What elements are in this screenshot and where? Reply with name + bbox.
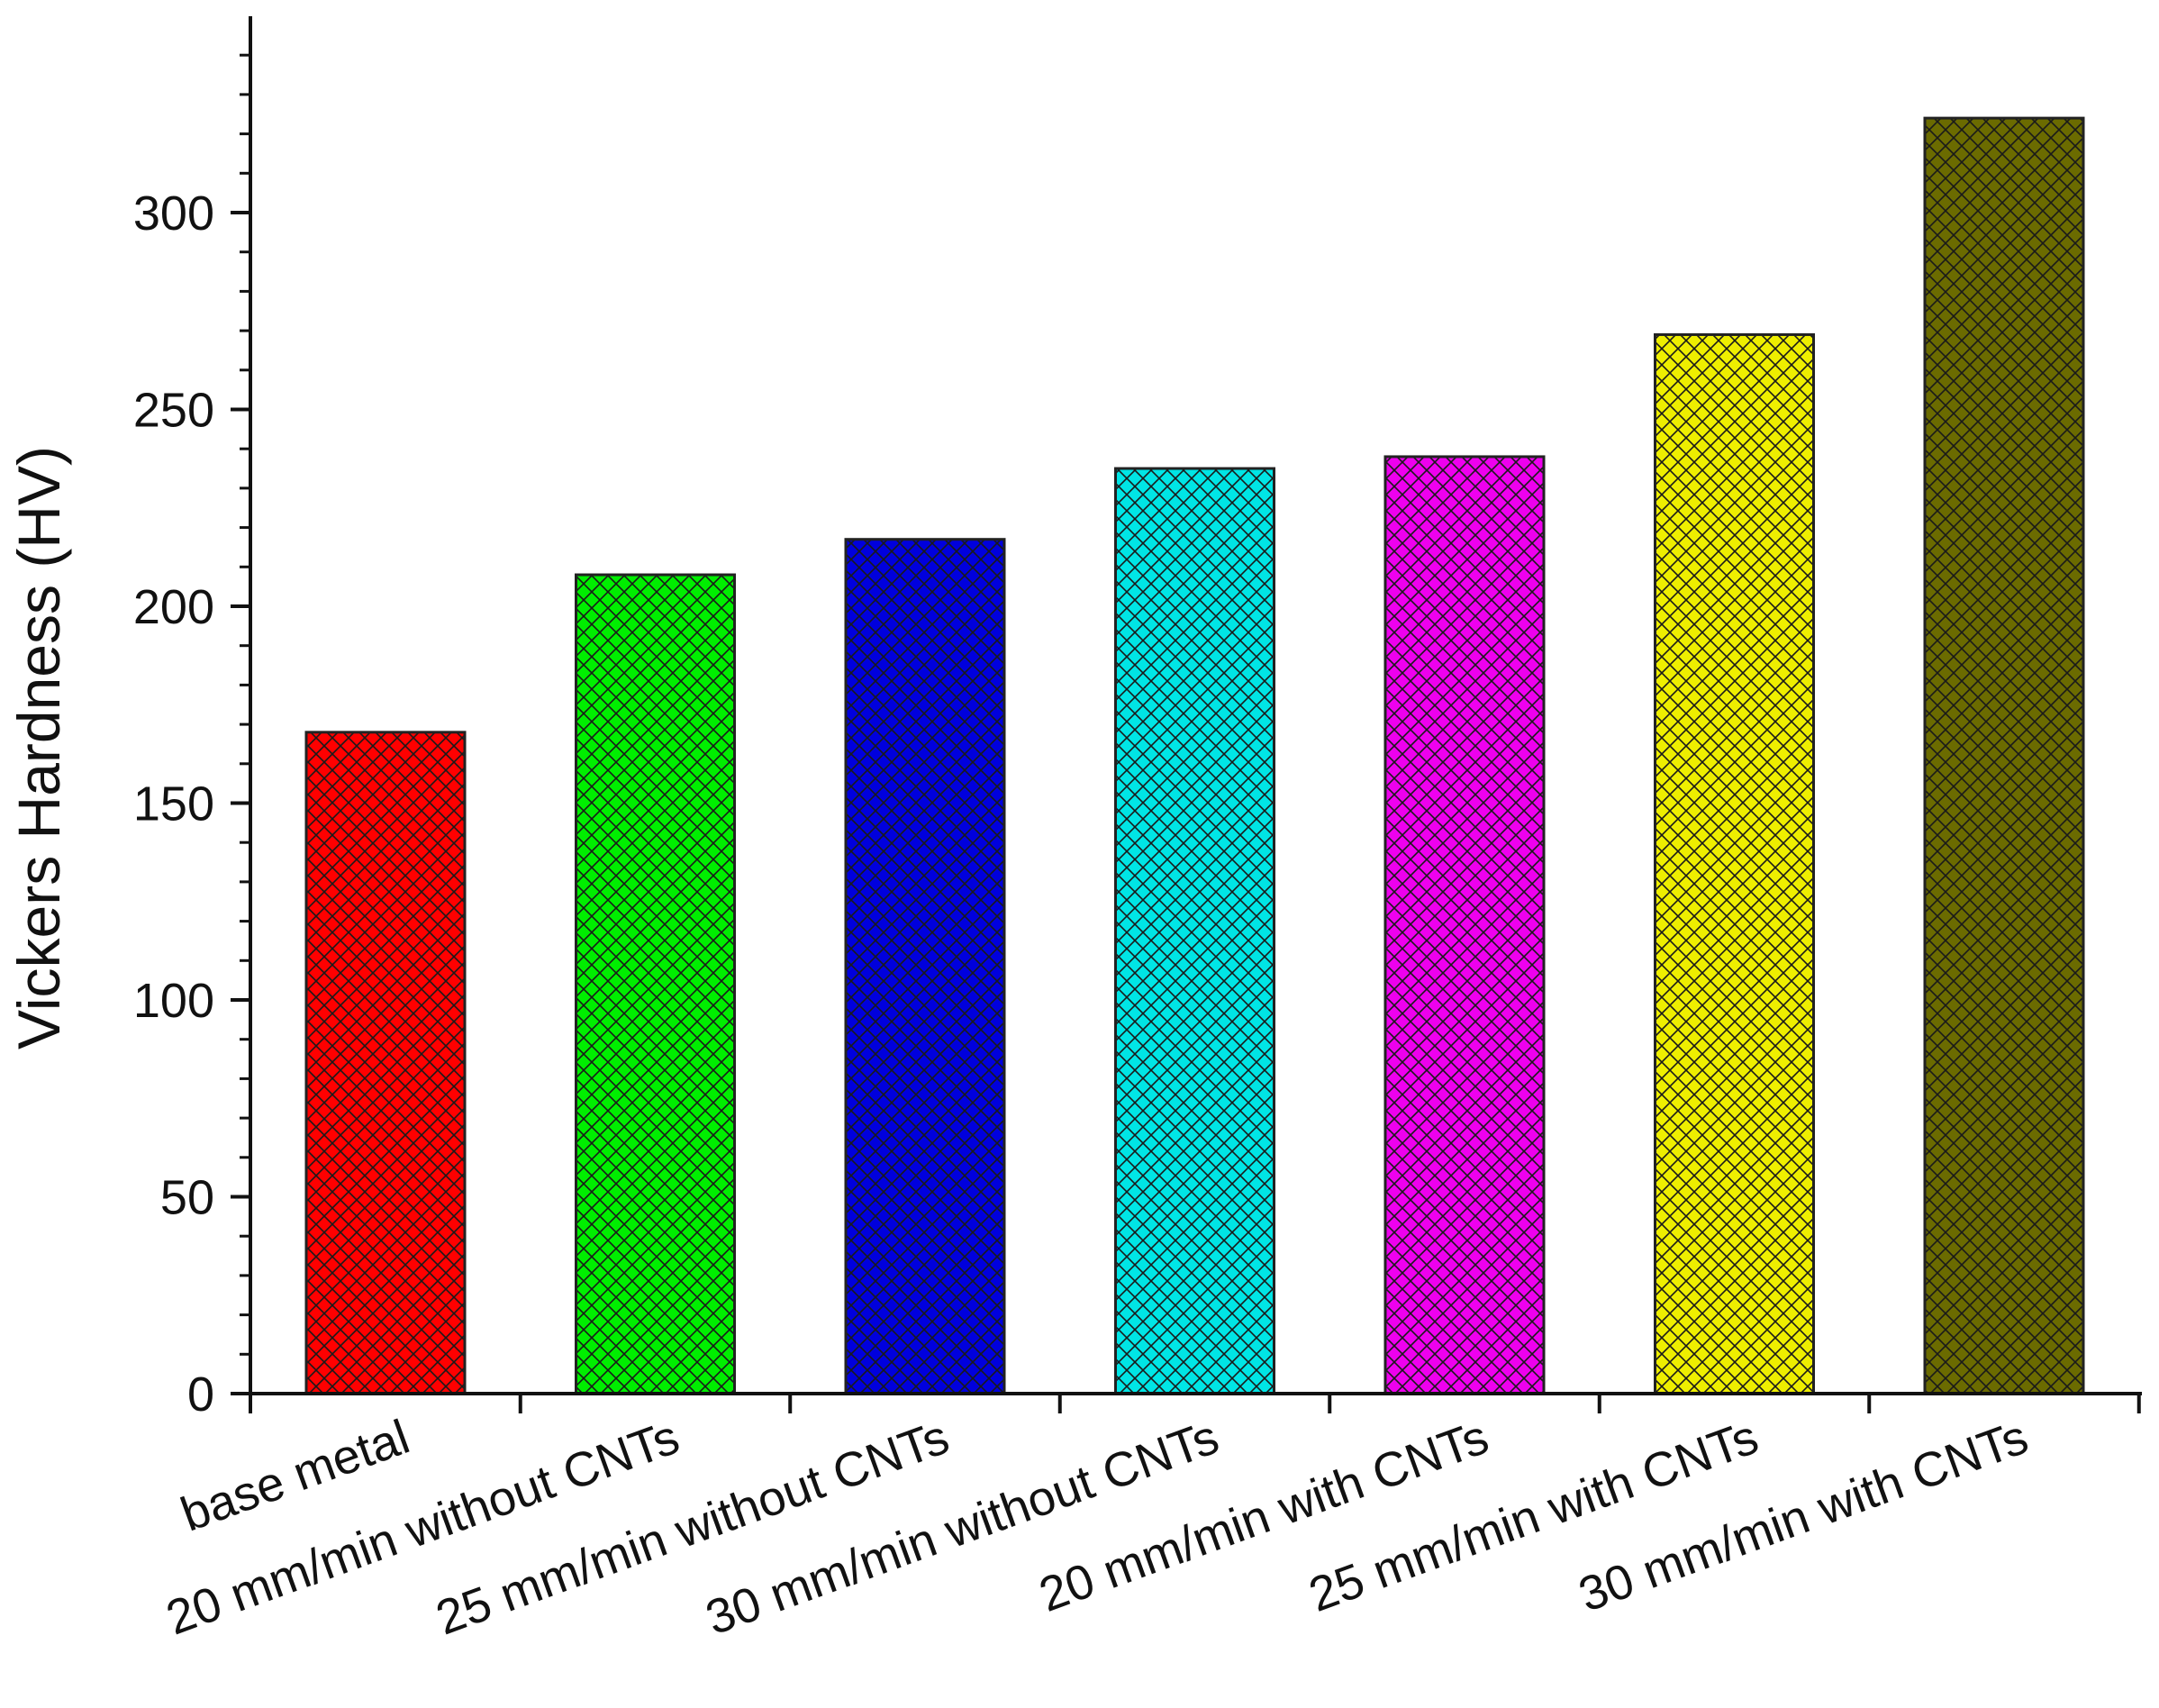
x-category-label: 25 mm/min with CNTs: [1302, 1410, 1765, 1622]
bars-layer: [304, 116, 2085, 1395]
x-category-label: 30 mm/min without CNTs: [699, 1410, 1225, 1646]
x-category-label: 30 mm/min with CNTs: [1572, 1410, 2035, 1622]
y-tick-label: 0: [187, 1367, 214, 1422]
bar-3: [844, 538, 1006, 1395]
y-tick-label: 150: [133, 777, 214, 831]
y-tick-label: 50: [160, 1171, 214, 1225]
x-category-label: 25 mm/min without CNTs: [430, 1410, 956, 1646]
bar-1: [304, 731, 467, 1395]
y-tick-label: 300: [133, 186, 214, 241]
x-category-label: 20 mm/min with CNTs: [1032, 1410, 1495, 1622]
y-tick-label: 100: [133, 974, 214, 1028]
x-category-label: 20 mm/min without CNTs: [159, 1410, 685, 1646]
bar-2: [575, 573, 736, 1395]
y-tick-label: 200: [133, 580, 214, 634]
y-axis-title: Vickers Hardness (HV): [5, 446, 72, 1049]
y-ticks: 0 50 100 150 200 250 300: [133, 53, 250, 1422]
y-tick-label: 250: [133, 384, 214, 438]
bar-4: [1114, 467, 1275, 1395]
bar-5: [1383, 455, 1546, 1395]
bar-6: [1654, 332, 1815, 1395]
axes-layer: [249, 16, 2142, 1395]
bar-7: [1923, 116, 2085, 1395]
